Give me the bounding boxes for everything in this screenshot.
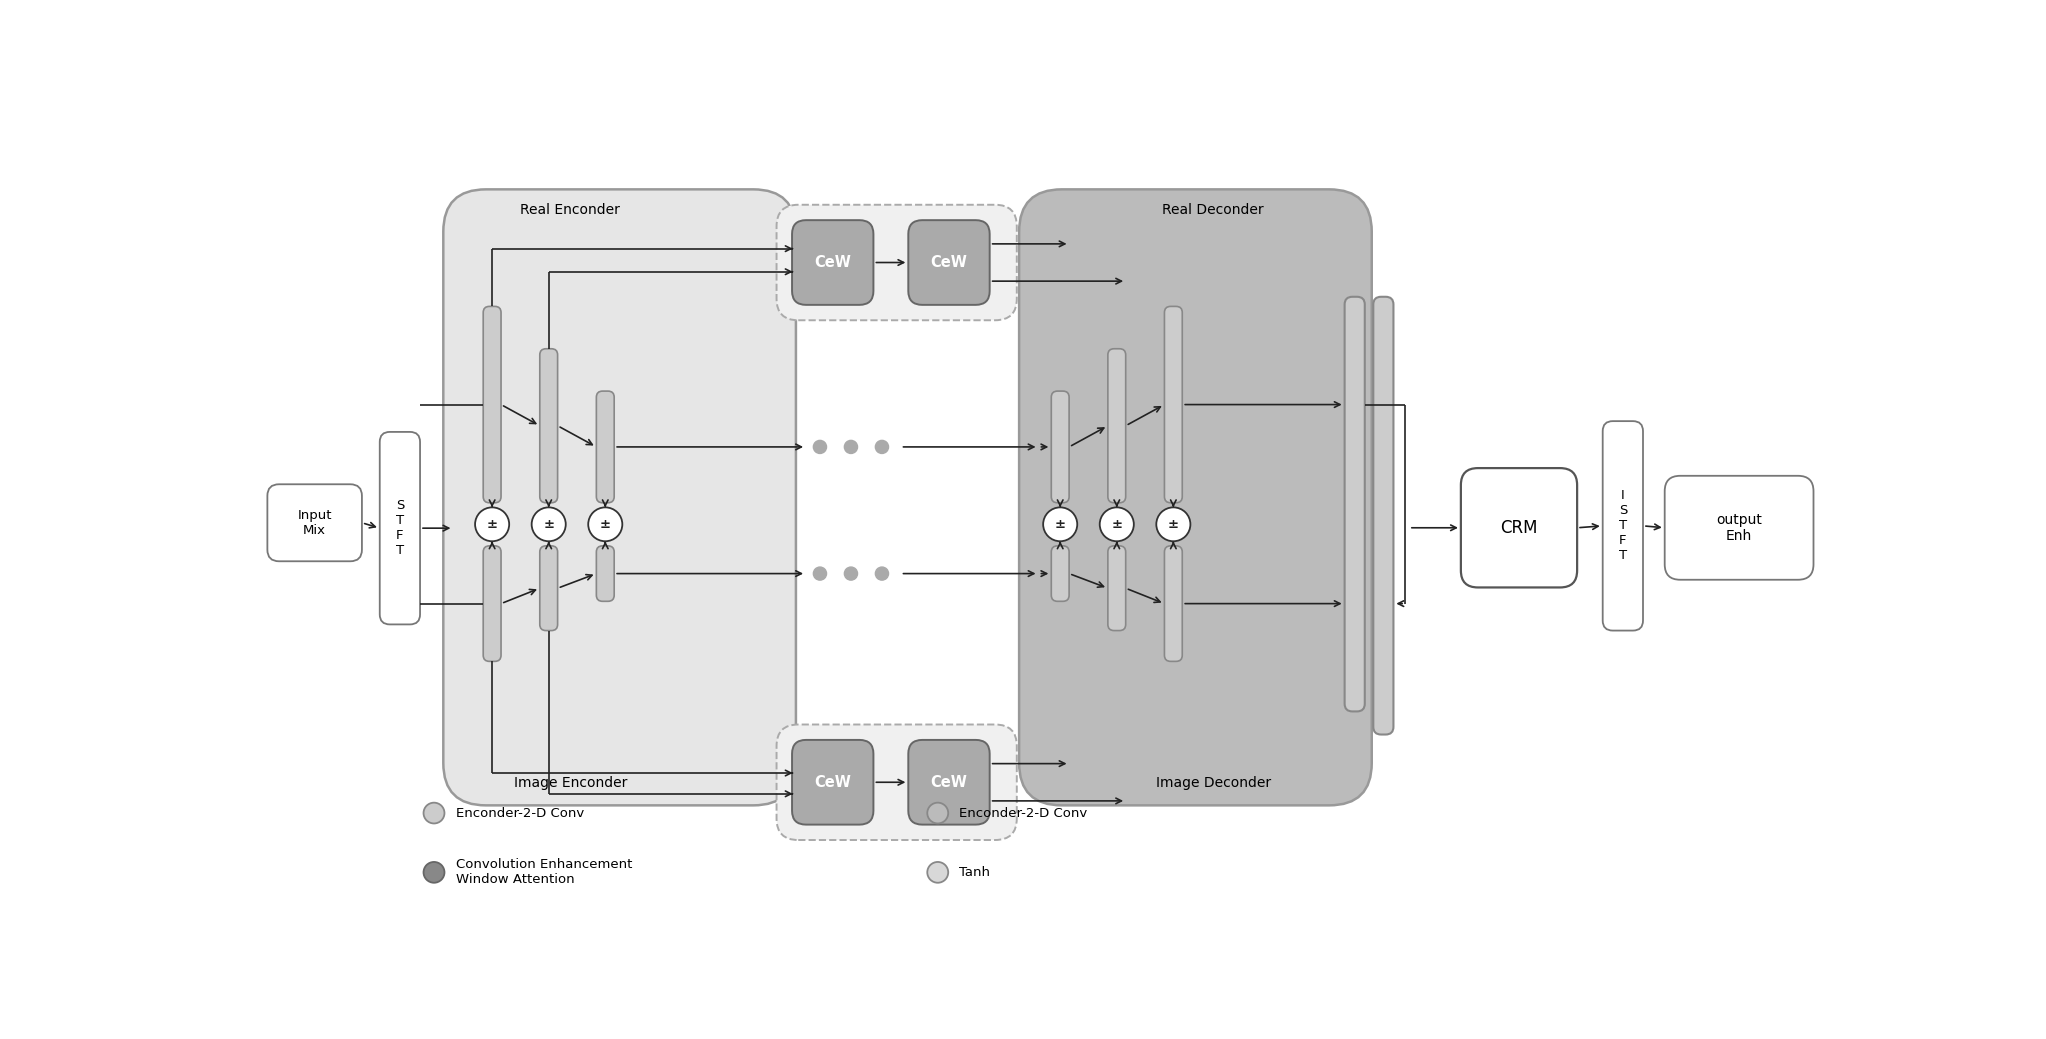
Circle shape	[927, 803, 947, 824]
Circle shape	[532, 507, 567, 541]
Text: I
S
T
F
T: I S T F T	[1618, 489, 1627, 562]
FancyBboxPatch shape	[777, 724, 1017, 840]
FancyBboxPatch shape	[595, 545, 614, 602]
FancyBboxPatch shape	[483, 545, 501, 662]
FancyBboxPatch shape	[268, 484, 362, 561]
Text: output
Enh: output Enh	[1717, 512, 1762, 542]
Text: Convolution Enhancement
Window Attention: Convolution Enhancement Window Attention	[456, 858, 632, 886]
FancyBboxPatch shape	[444, 189, 796, 805]
FancyBboxPatch shape	[595, 391, 614, 503]
FancyBboxPatch shape	[792, 740, 874, 825]
Circle shape	[475, 507, 509, 541]
Circle shape	[927, 862, 947, 883]
Text: ±: ±	[542, 517, 554, 531]
Circle shape	[845, 441, 857, 453]
Text: ±: ±	[1168, 517, 1178, 531]
FancyBboxPatch shape	[1373, 297, 1393, 735]
Text: ±: ±	[599, 517, 612, 531]
FancyBboxPatch shape	[777, 205, 1017, 320]
FancyBboxPatch shape	[1164, 545, 1183, 662]
Text: Enconder-2-D Conv: Enconder-2-D Conv	[456, 806, 583, 820]
Circle shape	[1101, 507, 1133, 541]
Text: Image Enconder: Image Enconder	[514, 776, 626, 790]
FancyBboxPatch shape	[1461, 469, 1577, 587]
FancyBboxPatch shape	[540, 349, 559, 503]
FancyBboxPatch shape	[483, 307, 501, 503]
FancyBboxPatch shape	[792, 220, 874, 304]
Text: Image Deconder: Image Deconder	[1156, 776, 1271, 790]
Text: Real Deconder: Real Deconder	[1162, 204, 1264, 217]
Text: CeW: CeW	[931, 255, 968, 270]
FancyBboxPatch shape	[1107, 545, 1125, 631]
FancyBboxPatch shape	[1602, 421, 1643, 631]
FancyBboxPatch shape	[1164, 307, 1183, 503]
Text: Enconder-2-D Conv: Enconder-2-D Conv	[960, 806, 1088, 820]
Text: ±: ±	[1054, 517, 1066, 531]
FancyBboxPatch shape	[540, 545, 559, 631]
Circle shape	[424, 862, 444, 883]
Text: CeW: CeW	[931, 775, 968, 790]
Text: CeW: CeW	[814, 255, 851, 270]
Text: CRM: CRM	[1500, 518, 1539, 537]
Circle shape	[814, 567, 827, 580]
Circle shape	[814, 441, 827, 453]
Circle shape	[876, 567, 888, 580]
FancyBboxPatch shape	[1019, 189, 1371, 805]
Circle shape	[589, 507, 622, 541]
Text: Tanh: Tanh	[960, 865, 990, 879]
FancyBboxPatch shape	[381, 432, 419, 624]
FancyBboxPatch shape	[1344, 297, 1365, 712]
Text: ±: ±	[487, 517, 497, 531]
Circle shape	[845, 567, 857, 580]
FancyBboxPatch shape	[908, 220, 990, 304]
Circle shape	[1043, 507, 1078, 541]
FancyBboxPatch shape	[1052, 545, 1070, 602]
FancyBboxPatch shape	[1107, 349, 1125, 503]
FancyBboxPatch shape	[1665, 476, 1813, 580]
Text: CeW: CeW	[814, 775, 851, 790]
Circle shape	[1156, 507, 1191, 541]
Text: Input
Mix: Input Mix	[297, 509, 331, 537]
Circle shape	[876, 441, 888, 453]
FancyBboxPatch shape	[908, 740, 990, 825]
FancyBboxPatch shape	[1052, 391, 1070, 503]
Text: ±: ±	[1111, 517, 1123, 531]
Text: S
T
F
T: S T F T	[395, 499, 405, 557]
Text: Real Enconder: Real Enconder	[520, 204, 620, 217]
Circle shape	[424, 803, 444, 824]
